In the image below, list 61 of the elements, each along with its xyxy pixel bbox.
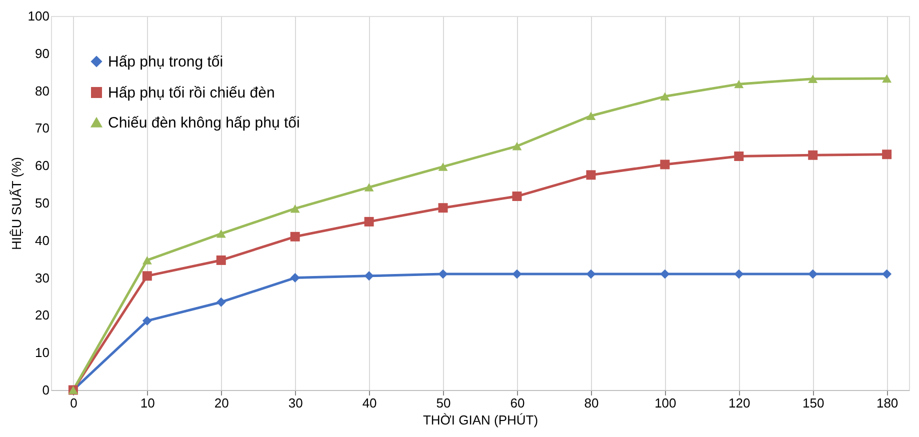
point [216, 297, 226, 307]
x-tick-label: 20 [214, 396, 229, 410]
x-tick-label: 60 [510, 396, 525, 410]
point [586, 269, 596, 279]
point [290, 232, 300, 242]
y-tick-label: 100 [28, 8, 50, 24]
y-tick-label: 20 [35, 308, 50, 323]
point [512, 192, 522, 202]
x-tick-label: 40 [362, 396, 377, 410]
point [660, 160, 670, 170]
y-tick-label: 30 [35, 270, 50, 286]
y-axis-title: HIỆU SUẤT (%) [8, 157, 24, 250]
x-tick-label: 50 [436, 396, 451, 410]
point [438, 162, 448, 171]
point [808, 150, 818, 160]
x-tick-label: 150 [802, 396, 824, 410]
point [734, 269, 744, 279]
point [512, 142, 522, 150]
point [734, 80, 744, 88]
point [808, 74, 818, 83]
point [290, 273, 300, 283]
point [216, 230, 226, 238]
point [438, 269, 448, 279]
x-axis-title: THỜI GIAN (PHÚT) [422, 412, 538, 428]
x-tick-label: 80 [584, 396, 599, 410]
point [142, 256, 152, 264]
legend-label: Hấp phụ trong tối [108, 54, 224, 70]
y-tick-label: 80 [35, 83, 50, 98]
point [512, 269, 522, 279]
x-tick-label: 0 [70, 396, 78, 410]
x-tick-label: 180 [876, 396, 898, 410]
point [142, 316, 152, 326]
point [734, 152, 744, 161]
y-tick-label: 70 [35, 120, 50, 136]
point [216, 255, 226, 265]
point [364, 271, 374, 281]
y-tick-label: 50 [35, 196, 50, 210]
point [882, 74, 892, 83]
point [438, 203, 448, 213]
point [364, 216, 374, 226]
point [660, 92, 670, 101]
point [290, 204, 300, 213]
point [882, 269, 892, 279]
x-tick-label: 30 [288, 396, 303, 410]
y-tick-label: 0 [42, 382, 50, 398]
y-tick-label: 10 [35, 345, 50, 360]
point [586, 112, 596, 120]
legend-label: Hấp phụ tối rồi chiếu đèn [108, 84, 275, 102]
point [808, 269, 818, 279]
point [142, 271, 152, 281]
y-tick-label: 60 [35, 158, 50, 174]
point [586, 170, 596, 180]
point [364, 183, 374, 192]
y-tick-label: 90 [35, 46, 50, 61]
point [660, 269, 670, 279]
point [882, 150, 892, 160]
x-tick-label: 120 [728, 396, 750, 410]
x-tick-label: 10 [140, 396, 155, 410]
y-tick-label: 40 [35, 232, 50, 248]
legend-label: Chiếu đèn không hấp phụ tối [108, 114, 300, 132]
x-tick-label: 100 [654, 396, 676, 410]
